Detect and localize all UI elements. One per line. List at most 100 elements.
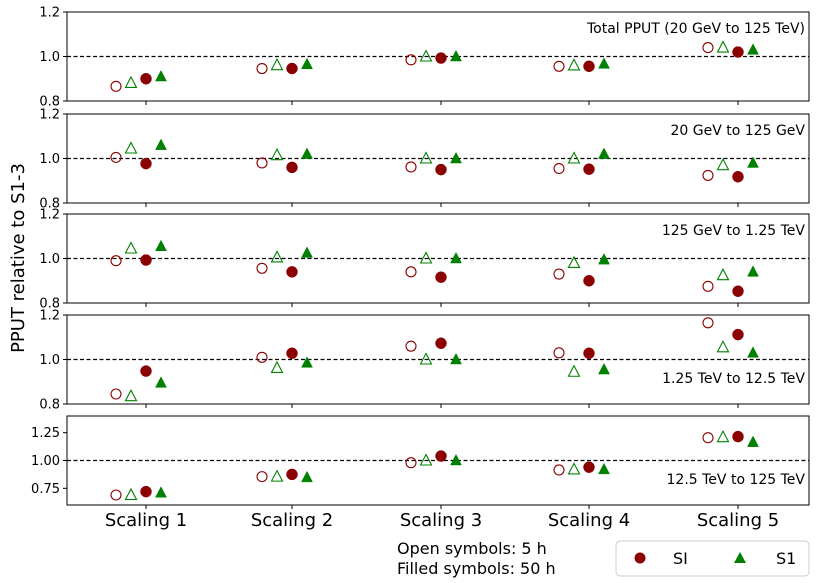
marker-s1-filled — [598, 57, 610, 69]
marker-s1-open — [716, 429, 730, 443]
marker-si-filled — [583, 461, 595, 473]
marker-s1-open — [419, 49, 433, 62]
marker-s1-open — [567, 58, 581, 71]
marker-si-open — [553, 464, 565, 476]
legend-marker-s1 — [734, 552, 746, 563]
marker-si-open — [553, 268, 565, 280]
marker-si-filled — [732, 328, 744, 341]
marker-si-open — [110, 255, 122, 267]
marker-s1-filled — [155, 376, 167, 388]
note-open-symbols: Open symbols: 5 h — [397, 539, 547, 558]
marker-s1-filled — [598, 462, 610, 475]
category-labels: Scaling 1 Scaling 2 Scaling 3 Scaling 4 Scal… — [105, 510, 779, 531]
marker-si-filled — [583, 60, 595, 73]
marker-si-open — [702, 280, 714, 292]
panel-1: 0.8 1.0 1.2 Total PPUT (20 GeV to 125 TeV) — [39, 6, 810, 110]
marker-si-filled — [732, 430, 744, 443]
marker-si-open — [553, 162, 565, 175]
marker-si-filled — [140, 73, 152, 85]
legend: SI S1 — [615, 540, 810, 577]
marker-s1-open — [419, 352, 433, 365]
y-tick-label: 1.2 — [39, 6, 60, 21]
marker-si-filled — [435, 52, 447, 64]
marker-si-filled — [286, 468, 298, 481]
marker-si-open — [256, 471, 268, 483]
marker-s1-open — [124, 487, 138, 501]
marker-si-filled — [583, 347, 595, 360]
marker-si-filled — [140, 485, 152, 498]
marker-s1-open — [124, 389, 138, 402]
marker-si-filled — [140, 365, 152, 377]
note-filled-symbols: Filled symbols: 50 h — [397, 559, 556, 578]
marker-s1-filled — [747, 43, 759, 55]
marker-s1-filled — [747, 435, 759, 447]
marker-si-filled — [435, 450, 447, 462]
marker-s1-open — [567, 462, 581, 475]
panel-title: 20 GeV to 125 GeV — [671, 123, 806, 139]
marker-si-open — [405, 266, 417, 278]
marker-s1-filled — [598, 147, 610, 159]
marker-s1-filled — [450, 49, 462, 62]
marker-si-open — [405, 161, 417, 173]
marker-s1-open — [716, 268, 730, 281]
marker-si-filled — [435, 271, 447, 283]
y-tick-label: 0.75 — [31, 482, 60, 497]
marker-si-open — [110, 80, 122, 92]
marker-s1-filled — [155, 138, 167, 150]
category-label: Scaling 2 — [251, 510, 333, 531]
marker-si-open — [702, 42, 714, 54]
marker-si-filled — [732, 46, 744, 58]
marker-s1-open — [270, 250, 284, 263]
marker-si-open — [110, 489, 122, 501]
marker-s1-open — [419, 151, 433, 164]
marker-s1-filled — [301, 356, 313, 368]
marker-s1-filled — [450, 453, 462, 466]
panel-title: 12.5 TeV to 125 TeV — [667, 472, 806, 488]
marker-s1-filled — [747, 346, 759, 358]
marker-si-filled — [583, 275, 595, 287]
marker-s1-open — [270, 360, 284, 374]
y-tick-label: 0.8 — [39, 398, 60, 413]
y-tick-label: 0.8 — [39, 197, 60, 212]
marker-si-filled — [286, 161, 298, 174]
marker-s1-filled — [155, 69, 167, 82]
marker-s1-filled — [747, 265, 759, 277]
marker-s1-open — [567, 151, 581, 164]
legend-marker-si — [634, 552, 646, 564]
marker-s1-open — [270, 57, 284, 71]
marker-s1-filled — [450, 352, 462, 365]
marker-s1-open — [716, 157, 730, 171]
marker-s1-open — [124, 141, 138, 154]
y-tick-label: 1.2 — [39, 309, 60, 324]
marker-s1-open — [567, 255, 581, 269]
marker-si-open — [405, 54, 417, 66]
marker-si-filled — [286, 266, 298, 278]
marker-s1-filled — [747, 156, 759, 168]
category-label: Scaling 4 — [548, 510, 630, 531]
y-tick-label: 0.8 — [39, 95, 60, 110]
marker-s1-filled — [155, 239, 167, 252]
legend-frame — [615, 540, 810, 577]
y-tick-label: 1.0 — [39, 353, 60, 368]
legend-label-si: SI — [673, 549, 688, 568]
panel-title: 1.25 TeV to 12.5 TeV — [662, 371, 805, 387]
panel-4: 0.8 1.0 1.2 1.25 TeV to 12.5 TeV — [39, 309, 810, 413]
marker-si-filled — [140, 254, 152, 266]
marker-s1-filled — [598, 253, 610, 265]
marker-si-filled — [286, 347, 298, 360]
marker-si-open — [110, 151, 122, 163]
marker-si-open — [256, 262, 268, 274]
marker-si-open — [256, 351, 268, 363]
marker-s1-filled — [155, 486, 167, 498]
marker-s1-filled — [450, 151, 462, 164]
y-axis-label: PPUT relative to S1-3 — [8, 163, 29, 353]
marker-s1-open — [419, 251, 433, 264]
category-label: Scaling 1 — [105, 510, 187, 531]
marker-s1-filled — [598, 362, 610, 375]
marker-si-open — [702, 432, 714, 444]
y-tick-label: 1.0 — [39, 152, 60, 167]
marker-si-filled — [732, 285, 744, 297]
marker-s1-filled — [301, 57, 313, 70]
